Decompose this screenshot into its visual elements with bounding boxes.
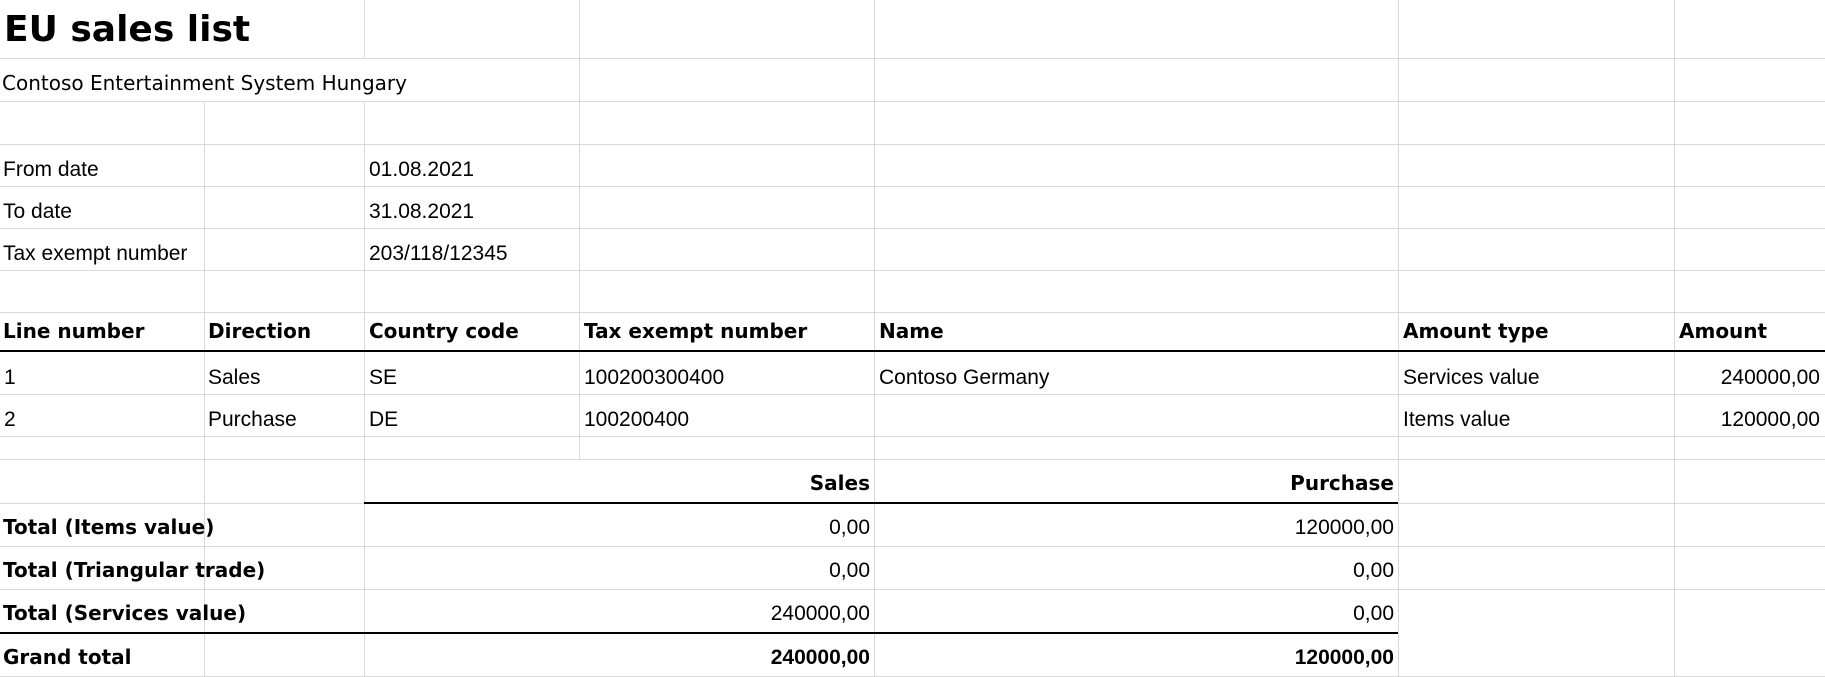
row-2-country-code: DE [369,407,399,431]
totals-header-underline [364,502,1398,504]
gridline [0,186,1825,187]
total-items-label: Total (Items value) [3,515,215,539]
param-label-to-date: To date [3,199,72,223]
column-header-line-number: Line number [3,319,145,343]
gridline [364,101,365,677]
grand-total-label: Grand total [3,645,132,669]
company-name: Contoso Entertainment System Hungary [2,71,407,95]
total-services-purchase: 0,00 [1353,601,1394,625]
gridline [0,144,1825,145]
row-1-amount-type: Services value [1403,365,1540,389]
gridline [874,0,875,677]
total-items-sales: 0,00 [829,515,870,539]
gridline [0,394,1825,395]
row-1-line-number: 1 [4,365,16,389]
total-services-label: Total (Services value) [3,601,247,625]
row-2-amount-type: Items value [1403,407,1511,431]
row-2-direction: Purchase [208,407,297,431]
gridline [0,270,1825,271]
param-value-to-date: 31.08.2021 [369,199,475,223]
gridline [0,546,1825,547]
row-1-name: Contoso Germany [879,365,1050,389]
param-label-from-date: From date [3,157,99,181]
param-value-tax-exempt-number: 203/118/12345 [369,241,508,265]
gridline [1398,0,1399,677]
column-header-country-code: Country code [369,319,519,343]
header-underline [0,350,1825,352]
row-1-direction: Sales [208,365,261,389]
column-header-tax-exempt-number: Tax exempt number [584,319,808,343]
column-header-amount-type: Amount type [1403,319,1549,343]
gridline [364,0,365,58]
totals-header-purchase: Purchase [1290,471,1394,495]
grand-total-overline [0,632,1398,634]
gridline [1674,0,1675,677]
total-triangular-label: Total (Triangular trade) [3,558,266,582]
totals-header-sales: Sales [809,471,870,495]
row-2-amount: 120000,00 [1720,407,1820,431]
row-1-country-code: SE [369,365,398,389]
gridline [0,589,1825,590]
report-title: EU sales list [4,9,251,50]
param-value-from-date: 01.08.2021 [369,157,475,181]
param-label-tax-exempt-number: Tax exempt number [3,241,188,265]
row-1-tax-exempt-number: 100200300400 [584,365,725,389]
grand-total-purchase: 120000,00 [1294,645,1394,669]
grand-total-sales: 240000,00 [770,645,870,669]
gridline [204,101,205,677]
gridline [0,436,1825,437]
gridline [0,101,1825,102]
gridline [0,58,1825,59]
gridline [579,0,580,459]
gridline [0,312,1825,313]
total-triangular-sales: 0,00 [829,558,870,582]
column-header-direction: Direction [208,319,312,343]
column-header-name: Name [879,319,944,343]
total-services-sales: 240000,00 [770,601,870,625]
total-triangular-purchase: 0,00 [1353,558,1394,582]
row-2-tax-exempt-number: 100200400 [584,407,690,431]
total-items-purchase: 120000,00 [1294,515,1394,539]
column-header-amount: Amount [1679,319,1768,343]
row-1-amount: 240000,00 [1720,365,1820,389]
row-2-line-number: 2 [4,407,16,431]
gridline [0,459,1825,460]
gridline [0,228,1825,229]
